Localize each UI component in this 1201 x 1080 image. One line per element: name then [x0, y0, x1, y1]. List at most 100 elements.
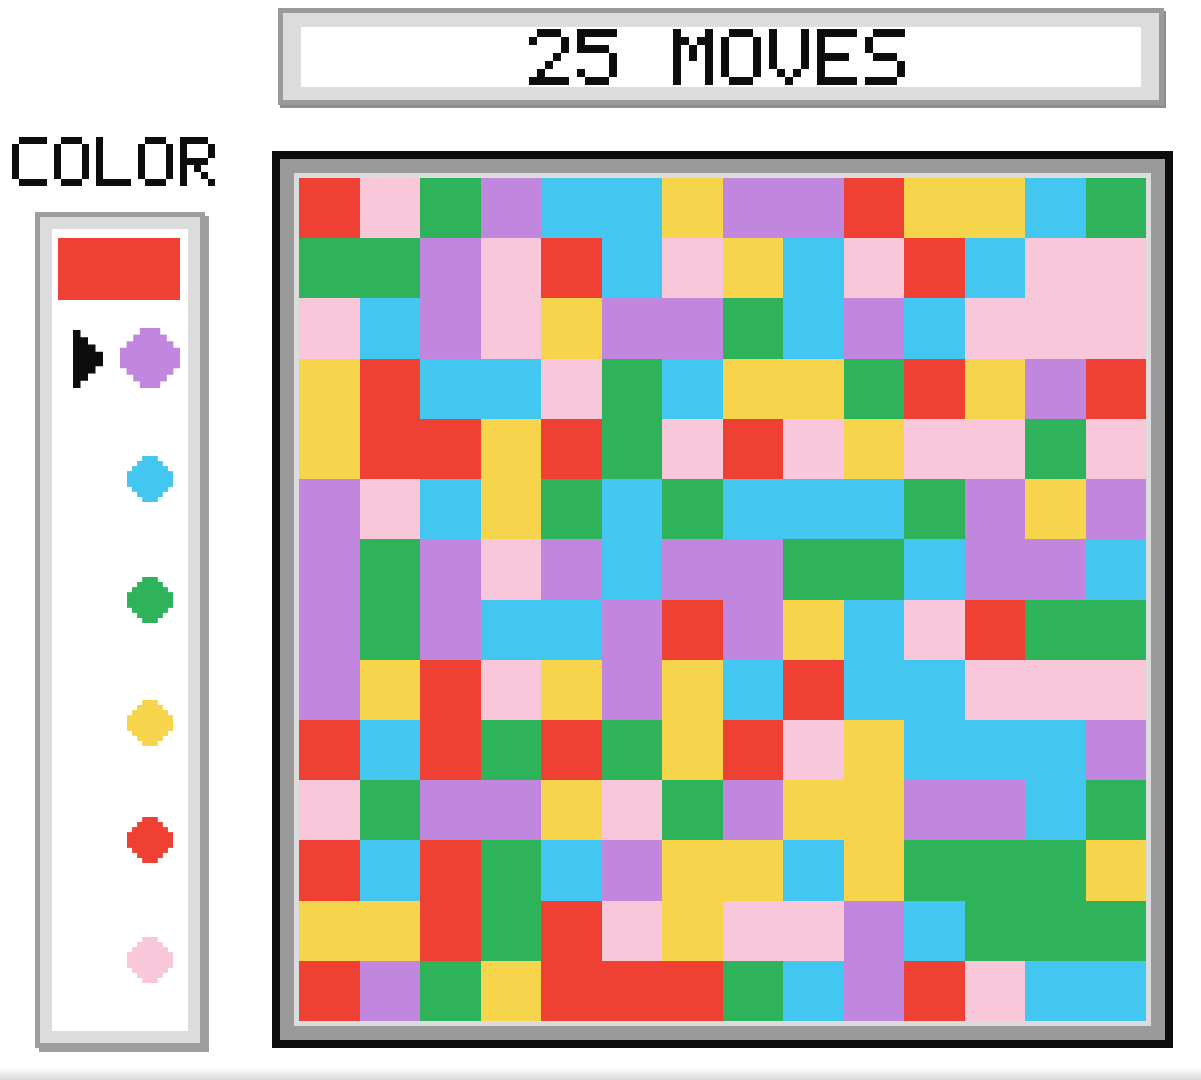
- board-cell: [1085, 780, 1146, 841]
- board-cell: [299, 178, 360, 239]
- board-cell: [541, 479, 602, 540]
- board-cell: [1085, 358, 1146, 419]
- board-cell: [783, 900, 844, 961]
- board-cell: [299, 599, 360, 660]
- board-cell: [480, 358, 541, 419]
- board-cell: [722, 960, 783, 1021]
- board-cell: [601, 539, 662, 600]
- board-cell: [359, 960, 420, 1021]
- board-cell: [541, 298, 602, 359]
- board-cell: [904, 599, 965, 660]
- board-cell: [904, 780, 965, 841]
- board-cell: [1085, 479, 1146, 540]
- board-cell: [480, 418, 541, 480]
- board-cell: [904, 719, 965, 781]
- board-cell: [904, 840, 965, 901]
- board-cell: [722, 178, 783, 239]
- board-cell: [1025, 599, 1086, 660]
- board-cell: [541, 599, 602, 660]
- page-bottom-shadow: [0, 1068, 1201, 1080]
- board-cell: [1085, 960, 1146, 1021]
- board-cell: [783, 178, 844, 239]
- pixel-glyph: [529, 28, 569, 85]
- board-cell: [299, 659, 360, 720]
- game-board[interactable]: [299, 178, 1146, 1021]
- board-cell: [480, 960, 541, 1021]
- board-cell: [843, 960, 904, 1021]
- pixel-glyph: [96, 137, 131, 186]
- board-cell: [904, 659, 965, 720]
- board-cell: [904, 238, 965, 299]
- board-cell: [1085, 840, 1146, 901]
- board-cell: [722, 298, 783, 359]
- board-cell: [420, 178, 481, 239]
- board-cell: [843, 840, 904, 901]
- board-cell: [420, 840, 481, 901]
- board-cell: [1025, 238, 1086, 299]
- board-cell: [601, 900, 662, 961]
- board-cell: [541, 840, 602, 901]
- board-cell: [299, 479, 360, 540]
- board-cell: [662, 298, 723, 359]
- moves-label: [529, 28, 913, 85]
- board-cell: [843, 719, 904, 781]
- board-cell: [662, 479, 723, 540]
- board-cell: [601, 298, 662, 359]
- board-cell: [601, 238, 662, 299]
- board-cell: [783, 358, 844, 419]
- current-color-swatch: [58, 238, 180, 300]
- board-cell: [783, 599, 844, 660]
- board-cell: [722, 599, 783, 660]
- board-cell: [541, 238, 602, 299]
- board-cell: [299, 960, 360, 1021]
- pixel-glyph: [180, 137, 215, 186]
- board-cell: [420, 539, 481, 600]
- board-cell: [964, 298, 1025, 359]
- board-cell: [541, 418, 602, 480]
- board-cell: [420, 719, 481, 781]
- board-cell: [904, 358, 965, 419]
- board-cell: [964, 238, 1025, 299]
- pixel-glyph: [12, 137, 47, 186]
- board-cell: [904, 479, 965, 540]
- moves-counter-box: [278, 8, 1164, 105]
- board-frame-light: [294, 173, 1151, 1026]
- board-cell: [359, 298, 420, 359]
- board-cell: [601, 659, 662, 720]
- board-cell: [1025, 659, 1086, 720]
- board-cell: [299, 418, 360, 480]
- board-cell: [662, 719, 723, 781]
- board-cell: [601, 479, 662, 540]
- board-cell: [601, 599, 662, 660]
- board-cell: [420, 599, 481, 660]
- board-cell: [964, 418, 1025, 480]
- board-cell: [420, 238, 481, 299]
- board-cell: [359, 479, 420, 540]
- board-cell: [541, 719, 602, 781]
- board-frame-gray: [280, 159, 1165, 1040]
- board-cell: [541, 900, 602, 961]
- board-cell: [964, 358, 1025, 419]
- board-cell: [843, 780, 904, 841]
- board-cell: [541, 659, 602, 720]
- board-cell: [722, 418, 783, 480]
- color-palette-panel: [35, 212, 205, 1048]
- pixel-glyph: [138, 137, 173, 186]
- board-cell: [359, 780, 420, 841]
- pixel-glyph: [673, 28, 713, 85]
- pixel-glyph: [865, 28, 905, 85]
- board-cell: [541, 960, 602, 1021]
- board-cell: [299, 840, 360, 901]
- board-cell: [541, 780, 602, 841]
- pixel-glyph: [721, 28, 761, 85]
- board-cell: [1025, 960, 1086, 1021]
- board-cell: [1025, 900, 1086, 961]
- board-cell: [904, 298, 965, 359]
- board-cell: [480, 599, 541, 660]
- board-cell: [843, 358, 904, 419]
- board-cell: [964, 900, 1025, 961]
- board-cell: [783, 659, 844, 720]
- board-cell: [783, 238, 844, 299]
- board-cell: [722, 780, 783, 841]
